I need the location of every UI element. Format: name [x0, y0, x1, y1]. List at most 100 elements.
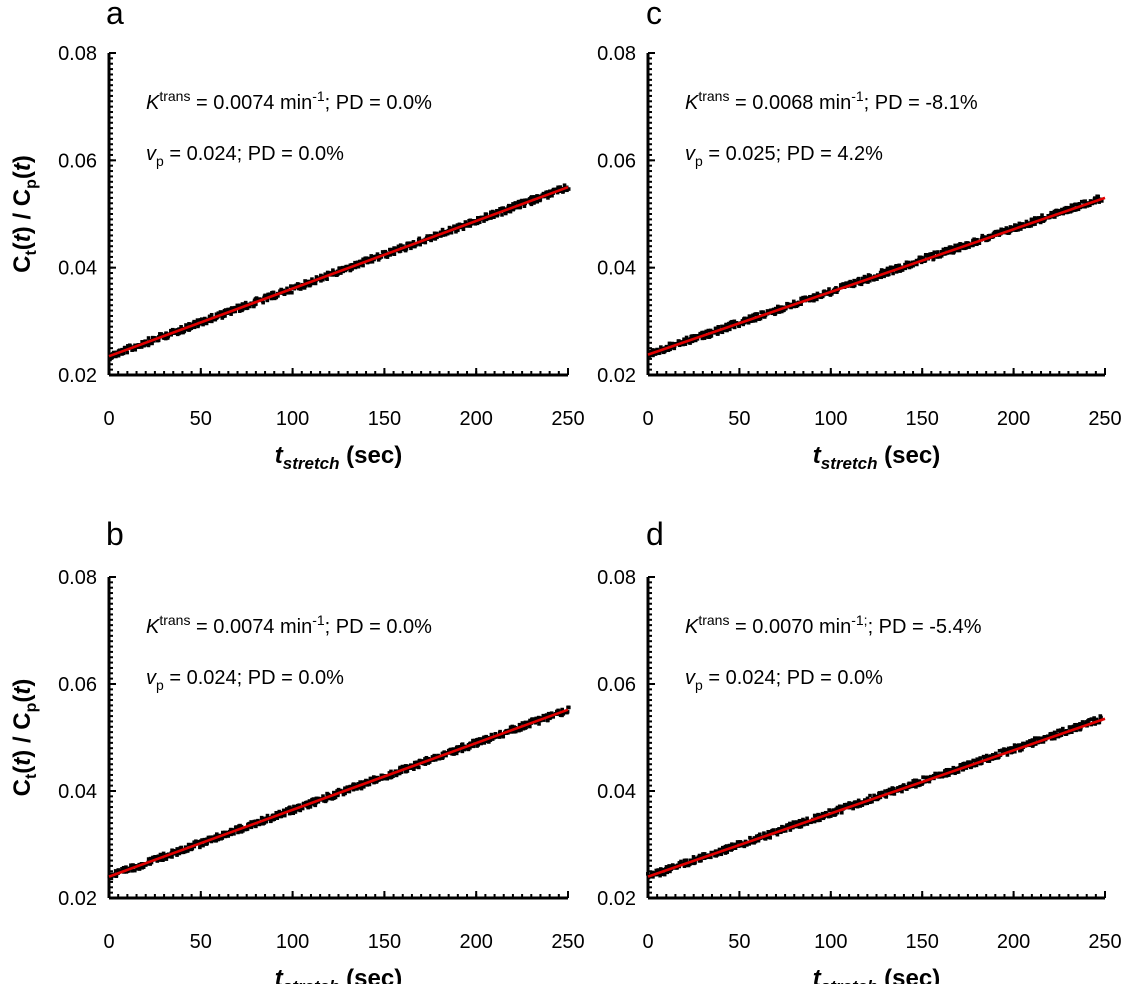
data-point — [656, 868, 661, 872]
y-axis-title-part: p — [23, 179, 40, 189]
data-point — [967, 245, 971, 249]
data-point — [808, 295, 812, 300]
annotation-part: K — [685, 616, 700, 638]
data-point — [223, 830, 227, 835]
data-point — [511, 202, 515, 206]
data-point — [914, 785, 918, 789]
data-point — [953, 771, 957, 776]
data-point — [411, 766, 416, 770]
data-point — [390, 251, 395, 256]
data-point — [835, 810, 840, 815]
x-tick-label: 200 — [460, 931, 493, 953]
data-point — [1061, 729, 1066, 734]
data-point — [700, 336, 705, 341]
data-point — [426, 757, 431, 761]
data-point — [928, 252, 933, 257]
annotation-part: p — [695, 153, 703, 169]
y-tick-label: 0.04 — [597, 781, 636, 803]
panel-a: a0.020.040.060.080 50 100 150 200 250tstretch… — [9, 0, 585, 473]
y-axis-title-part: ( — [9, 242, 36, 250]
data-point — [361, 257, 366, 262]
data-point — [1024, 219, 1029, 224]
data-point — [892, 265, 896, 270]
data-point — [708, 329, 713, 334]
data-point — [375, 775, 380, 780]
data-point — [116, 353, 121, 358]
data-point — [235, 303, 240, 308]
data-point — [522, 204, 527, 208]
data-point — [263, 293, 267, 298]
data-point — [805, 816, 809, 821]
data-point — [274, 811, 279, 815]
data-point — [477, 220, 482, 225]
data-point — [329, 271, 334, 275]
data-point — [789, 305, 793, 310]
data-point — [398, 243, 403, 247]
data-point — [164, 331, 168, 335]
data-point — [201, 843, 205, 848]
data-point — [1049, 736, 1054, 741]
y-axis-title: Ct(t) / Cp(t) — [9, 155, 40, 273]
data-point — [166, 334, 171, 339]
data-point — [684, 858, 689, 863]
data-point — [321, 794, 325, 798]
data-point — [314, 275, 319, 279]
annotation-part: -1 — [312, 612, 325, 628]
data-point — [1002, 747, 1006, 751]
data-point — [684, 863, 689, 868]
data-point — [343, 791, 347, 796]
data-point — [1053, 215, 1057, 219]
data-point — [766, 829, 771, 834]
data-point — [548, 189, 552, 194]
data-point — [885, 266, 890, 271]
y-axis-title-part: ( — [9, 171, 36, 179]
x-tick-label: 150 — [368, 408, 401, 430]
annotation-part: v — [685, 667, 696, 689]
data-point — [848, 279, 853, 284]
y-axis-title-part: ) / C — [9, 712, 36, 757]
data-point — [350, 784, 355, 789]
x-tick-label: 50 — [728, 931, 750, 953]
data-point — [797, 818, 802, 823]
data-point — [931, 257, 936, 261]
data-point — [1089, 717, 1094, 721]
data-point — [892, 792, 897, 796]
data-point — [310, 277, 314, 281]
data-point — [1041, 740, 1046, 744]
x-tick-label: 200 — [997, 408, 1030, 430]
data-point — [142, 343, 147, 347]
data-point — [866, 280, 870, 284]
data-point — [363, 256, 367, 261]
data-point — [156, 854, 161, 859]
data-point — [369, 254, 374, 258]
data-point — [495, 213, 500, 218]
data-point — [762, 832, 766, 837]
data-point — [868, 278, 872, 283]
data-point — [964, 766, 969, 770]
data-point — [828, 814, 833, 818]
data-point — [1092, 197, 1097, 202]
data-point — [371, 776, 376, 781]
data-point — [837, 806, 842, 811]
data-point — [662, 872, 667, 877]
data-point — [925, 253, 930, 257]
data-point — [207, 314, 212, 319]
data-point — [529, 200, 534, 205]
data-point — [984, 755, 988, 760]
x-tick-label: 250 — [1088, 408, 1121, 430]
annotation-part: ; PD = -8.1% — [864, 92, 978, 114]
data-point — [455, 745, 460, 749]
data-point — [370, 259, 375, 264]
data-point — [999, 227, 1003, 232]
data-point — [997, 748, 1002, 753]
data-point — [293, 810, 298, 814]
data-point — [1076, 207, 1081, 212]
y-axis-title-part: ) — [9, 679, 36, 687]
data-point — [257, 822, 262, 827]
data-point — [240, 308, 244, 313]
x-axis-title-main: t — [275, 442, 284, 469]
data-point — [905, 787, 909, 791]
data-point — [452, 224, 456, 229]
annotation-part: ; PD = 0.0% — [325, 616, 432, 638]
